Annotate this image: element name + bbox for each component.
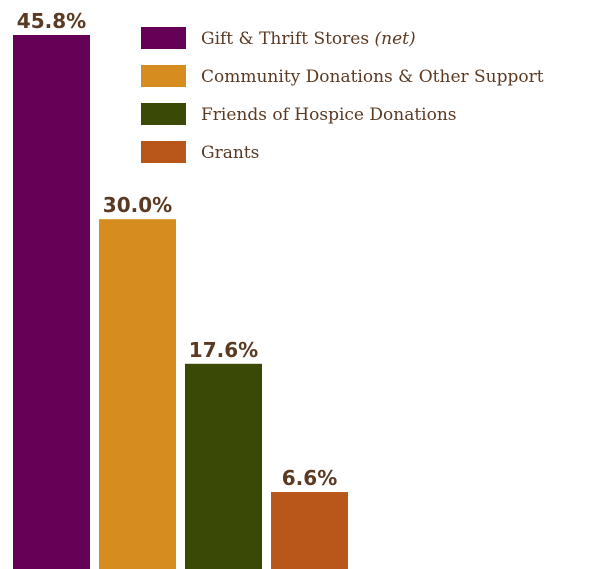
legend-label-2: Community Donations & Other Support: [201, 67, 544, 87]
value-label-3: 17.6%: [189, 338, 258, 362]
bar-4: [271, 492, 348, 569]
legend-note-1: (net): [369, 29, 416, 49]
value-label-1: 45.8%: [17, 9, 86, 33]
value-labels-group: 45.8% 30.0% 17.6% 6.6%: [17, 9, 337, 490]
legend-swatch-4: [141, 141, 186, 163]
legend: Gift & Thrift Stores (net) Community Dona…: [141, 27, 544, 163]
bar-1: [13, 35, 90, 569]
legend-swatch-3: [141, 103, 186, 125]
legend-swatch-2: [141, 65, 186, 87]
legend-swatch-1: [141, 27, 186, 49]
bar-3: [185, 363, 262, 569]
value-label-4: 6.6%: [282, 466, 337, 490]
value-label-2: 30.0%: [103, 193, 172, 217]
bar-2: [99, 219, 176, 569]
legend-label-3: Friends of Hospice Donations: [201, 105, 457, 125]
legend-label-4: Grants: [201, 143, 259, 163]
legend-label-1: Gift & Thrift Stores (net): [201, 29, 416, 49]
bars-group: [13, 35, 348, 569]
